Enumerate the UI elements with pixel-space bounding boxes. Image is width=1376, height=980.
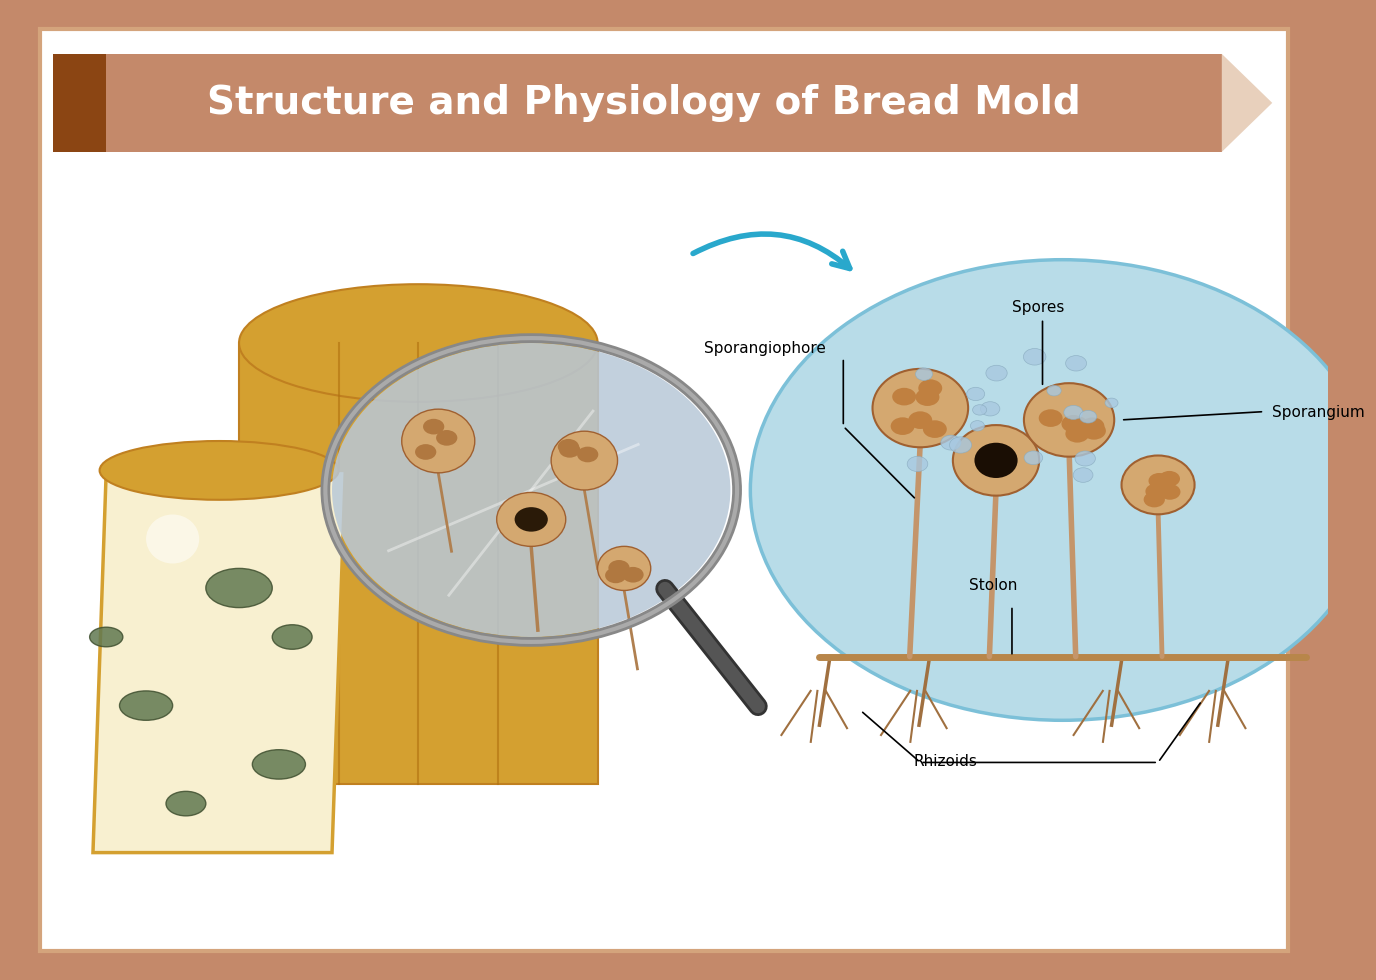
Circle shape [941, 435, 960, 450]
Ellipse shape [552, 431, 618, 490]
Ellipse shape [1121, 456, 1194, 514]
Circle shape [1075, 451, 1095, 466]
Circle shape [915, 368, 933, 380]
Ellipse shape [99, 441, 338, 500]
Ellipse shape [272, 625, 312, 650]
Circle shape [1065, 425, 1090, 443]
Circle shape [1061, 415, 1086, 432]
Circle shape [422, 418, 444, 434]
Circle shape [1064, 406, 1083, 419]
Text: Rhizoids: Rhizoids [914, 755, 977, 769]
Ellipse shape [497, 493, 566, 547]
Text: Stolon: Stolon [970, 578, 1018, 593]
Ellipse shape [952, 425, 1039, 496]
Text: Sporangiophore: Sporangiophore [705, 341, 826, 356]
FancyBboxPatch shape [54, 54, 1222, 152]
Circle shape [890, 417, 915, 435]
Circle shape [622, 566, 644, 582]
Ellipse shape [515, 508, 548, 531]
Circle shape [970, 420, 984, 431]
Circle shape [1105, 398, 1119, 408]
Circle shape [557, 439, 579, 455]
Ellipse shape [166, 792, 206, 815]
Circle shape [1024, 451, 1043, 465]
Text: Spores: Spores [1011, 300, 1065, 315]
Circle shape [967, 387, 985, 401]
Circle shape [1065, 416, 1088, 434]
Ellipse shape [239, 284, 597, 402]
Ellipse shape [402, 410, 475, 472]
Circle shape [1039, 410, 1062, 427]
Polygon shape [1222, 54, 1273, 152]
Circle shape [923, 420, 947, 438]
Circle shape [981, 402, 1000, 416]
Ellipse shape [252, 750, 305, 779]
Circle shape [1080, 417, 1105, 435]
Circle shape [1073, 467, 1093, 482]
Ellipse shape [89, 627, 122, 647]
Circle shape [608, 560, 630, 575]
Polygon shape [239, 343, 597, 784]
Ellipse shape [206, 568, 272, 608]
FancyBboxPatch shape [40, 29, 1288, 951]
Circle shape [750, 260, 1375, 720]
Ellipse shape [872, 368, 969, 447]
Ellipse shape [1024, 383, 1115, 457]
Circle shape [1145, 483, 1167, 499]
Polygon shape [94, 470, 345, 853]
Circle shape [1159, 484, 1181, 500]
FancyArrowPatch shape [694, 234, 850, 269]
Circle shape [907, 457, 927, 471]
Circle shape [1065, 356, 1087, 371]
Circle shape [605, 567, 626, 583]
Circle shape [1159, 471, 1181, 487]
Circle shape [1143, 492, 1165, 508]
Ellipse shape [597, 547, 651, 590]
Circle shape [1149, 473, 1170, 489]
Circle shape [559, 442, 581, 458]
Circle shape [949, 437, 971, 453]
Ellipse shape [146, 514, 200, 563]
Circle shape [436, 430, 457, 446]
Circle shape [577, 447, 599, 463]
Circle shape [1047, 385, 1061, 396]
Ellipse shape [974, 443, 1018, 478]
Text: Structure and Physiology of Bread Mold: Structure and Physiology of Bread Mold [208, 84, 1082, 122]
Circle shape [908, 412, 932, 429]
Circle shape [332, 343, 731, 637]
Circle shape [918, 379, 943, 397]
Circle shape [892, 388, 916, 406]
Circle shape [416, 444, 436, 460]
FancyBboxPatch shape [54, 54, 106, 152]
Circle shape [973, 405, 987, 416]
Circle shape [915, 388, 940, 406]
Text: Sporangium: Sporangium [1273, 405, 1365, 419]
Ellipse shape [120, 691, 172, 720]
Circle shape [985, 366, 1007, 381]
Circle shape [1024, 349, 1046, 366]
Circle shape [1079, 411, 1097, 423]
Circle shape [1082, 422, 1106, 440]
